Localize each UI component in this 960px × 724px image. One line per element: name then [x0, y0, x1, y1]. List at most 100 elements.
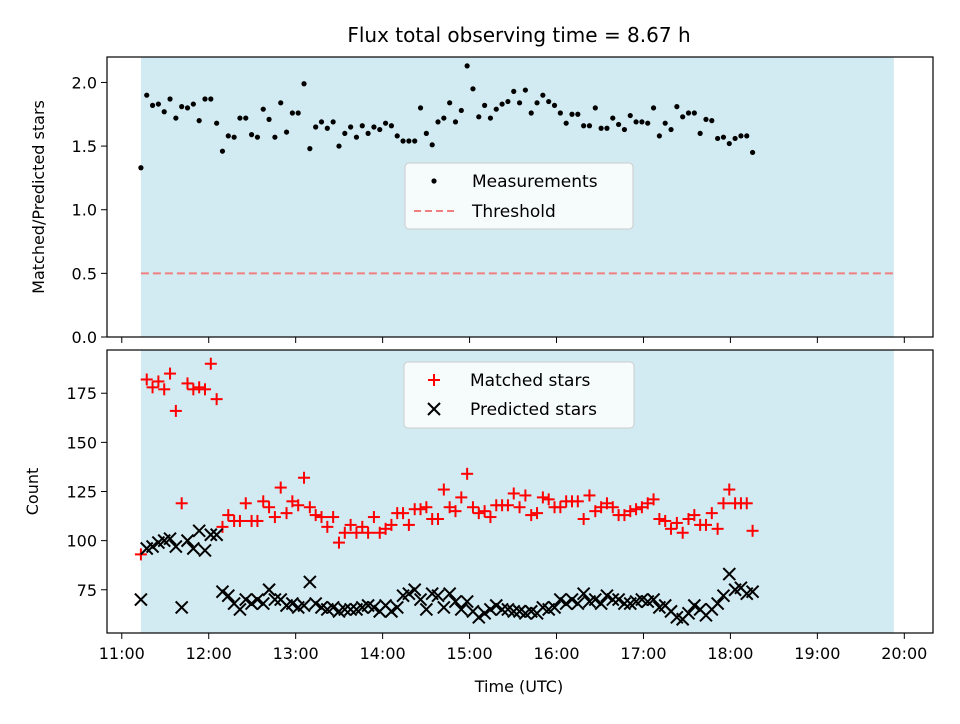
measurement-point	[575, 111, 581, 117]
predicted-star-point	[402, 586, 416, 601]
predicted-star-point	[617, 596, 632, 611]
matched-star-point	[198, 383, 211, 396]
bottom-panel-counts: 75 100 125 150 175 11:00 12:00 13:00 14:00 15:00…	[23, 349, 934, 696]
x-tick-label: 20:00	[881, 644, 927, 663]
measurement-point	[167, 96, 173, 102]
matched-star-point	[204, 357, 217, 370]
legend-measurements-marker	[431, 178, 437, 184]
matched-star-point	[292, 499, 305, 512]
measurement-point	[464, 63, 470, 69]
matched-star-point	[577, 513, 590, 526]
y-tick-label: 1.5	[72, 137, 97, 156]
predicted-star-point	[367, 600, 381, 615]
predicted-star-point	[547, 600, 562, 615]
matched-star-point	[665, 522, 678, 535]
predicted-star-point	[553, 592, 568, 607]
matched-star-point	[233, 514, 246, 527]
predicted-star-point	[745, 585, 760, 599]
measurement-point	[551, 102, 558, 108]
predicted-star-point	[407, 583, 422, 597]
predicted-star-point	[343, 602, 358, 617]
predicted-star-point	[716, 588, 731, 603]
measurement-point	[365, 130, 371, 136]
measurement-point	[685, 110, 692, 116]
measurement-point	[184, 105, 191, 111]
measurement-point	[522, 87, 528, 93]
predicted-star-point	[448, 594, 463, 609]
predicted-star-point	[198, 543, 212, 558]
matched-star-point	[478, 505, 491, 518]
x-tick-label: 17:00	[620, 644, 666, 663]
matched-star-point	[659, 514, 672, 527]
legend-matched-label: Matched stars	[470, 371, 590, 391]
measurement-point	[441, 115, 447, 121]
measurement-point	[336, 143, 342, 149]
predicted-star-point	[174, 600, 189, 615]
matched-star-point	[746, 524, 759, 537]
measurement-point	[633, 119, 639, 125]
predicted-star-point	[495, 602, 509, 617]
measurement-point	[715, 135, 721, 142]
measurement-point	[493, 106, 499, 112]
matched-star-point	[315, 511, 328, 524]
matched-star-point	[222, 509, 235, 522]
predicted-star-point	[268, 592, 282, 607]
measurement-point	[155, 101, 161, 107]
chart-title: Flux total observing time = 8.67 h	[347, 23, 690, 47]
x-tick-label: 14:00	[360, 644, 406, 663]
measurement-point	[348, 124, 354, 130]
bottom-axes-frame	[106, 349, 934, 634]
matched-star-point	[740, 497, 753, 510]
bottom-x-axis-ticks: 11:00 12:00 13:00 14:00 15:00 16:00 17:00 18:00…	[99, 633, 927, 663]
predicted-star-point	[454, 602, 469, 617]
matched-star-point	[670, 516, 683, 529]
measurement-point	[499, 101, 505, 107]
measurement-point	[650, 105, 657, 111]
measurement-point	[452, 119, 459, 125]
y-tick-label: 0.0	[72, 328, 97, 347]
measurement-point	[225, 133, 231, 139]
measurement-point	[744, 133, 750, 139]
y-tick-label: 1.0	[72, 201, 97, 220]
measurement-point	[324, 125, 330, 131]
predicted-star-point	[681, 606, 696, 621]
bottom-legend: Matched stars Predicted stars	[403, 361, 635, 429]
matched-star-point	[571, 495, 584, 508]
measurement-point	[283, 129, 290, 135]
matched-star-point	[699, 518, 712, 531]
predicted-star-point	[437, 600, 451, 615]
predicted-star-point	[722, 567, 736, 581]
measurement-point	[237, 115, 243, 121]
matched-star-point	[466, 501, 479, 514]
measurement-point	[726, 140, 732, 147]
measurement-point	[179, 104, 185, 110]
predicted-star-point	[588, 592, 603, 607]
matched-star-point	[630, 503, 643, 516]
predicted-star-point	[594, 596, 608, 611]
measurement-point	[674, 104, 680, 110]
predicted-star-point	[192, 524, 206, 538]
measurement-point	[272, 134, 278, 140]
predicted-star-point	[419, 602, 434, 617]
matched-star-point	[501, 499, 514, 512]
matched-star-point	[164, 367, 177, 380]
predicted-star-point	[646, 592, 661, 607]
matched-star-point	[356, 520, 369, 533]
predicted-star-point	[384, 604, 399, 619]
x-tick-label: 15:00	[447, 644, 493, 663]
measurement-point	[581, 123, 587, 129]
predicted-star-point	[204, 528, 218, 542]
measurement-point	[214, 120, 220, 126]
measurement-point	[417, 105, 424, 111]
top-x-axis-ticks	[121, 337, 905, 343]
matched-star-point	[461, 467, 474, 480]
measurement-point	[598, 125, 604, 131]
measurement-point	[639, 119, 645, 125]
predicted-star-point	[611, 592, 626, 607]
measurement-point	[662, 120, 668, 126]
measurement-points	[138, 63, 756, 171]
legend-predicted-marker	[427, 402, 441, 416]
matched-star-point	[583, 489, 596, 502]
predicted-star-point	[442, 586, 457, 601]
